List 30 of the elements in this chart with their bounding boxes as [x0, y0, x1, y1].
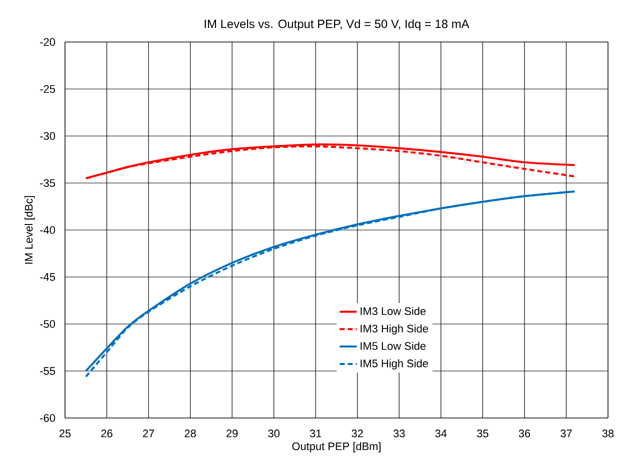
- x-tick-label: 27: [142, 430, 154, 438]
- y-tick-label: -55: [40, 367, 56, 375]
- x-axis-title: Output PEP [dBm]: [292, 442, 380, 452]
- x-tick-label: 31: [310, 430, 322, 438]
- x-tick-label: 38: [602, 430, 614, 438]
- y-tick-label: -20: [40, 38, 56, 46]
- y-tick-label: -25: [40, 85, 56, 93]
- y-tick-label: -50: [40, 320, 56, 328]
- y-tick-label: -35: [40, 179, 56, 187]
- x-tick-label: 34: [435, 430, 447, 438]
- chart-title: IM Levels vs. Output PEP, Vd = 50 V, Idq = 18 mA: [204, 19, 470, 31]
- x-tick-label: 36: [518, 430, 530, 438]
- y-tick-label: -30: [40, 132, 56, 140]
- legend-label: IM5 High Side: [360, 359, 428, 370]
- x-tick-label: 32: [352, 430, 363, 438]
- x-tick-label: 35: [477, 430, 488, 438]
- x-tick-label: 33: [393, 430, 405, 438]
- legend-label: IM3 Low Side: [360, 306, 426, 316]
- x-tick-label: 28: [184, 430, 196, 438]
- x-tick-label: 26: [101, 430, 112, 438]
- y-tick-label: -40: [40, 226, 56, 234]
- legend-label: IM3 High Side: [360, 324, 428, 335]
- x-tick-label: 25: [59, 430, 71, 438]
- y-tick-label: -45: [40, 273, 56, 281]
- x-tick-label: 37: [560, 430, 572, 438]
- legend-label: IM5 Low Side: [360, 342, 426, 350]
- y-axis-title: IM Level [dBc]: [24, 196, 35, 264]
- y-tick-label: -60: [40, 414, 56, 422]
- x-tick-label: 29: [226, 430, 238, 438]
- x-tick-label: 30: [268, 430, 280, 438]
